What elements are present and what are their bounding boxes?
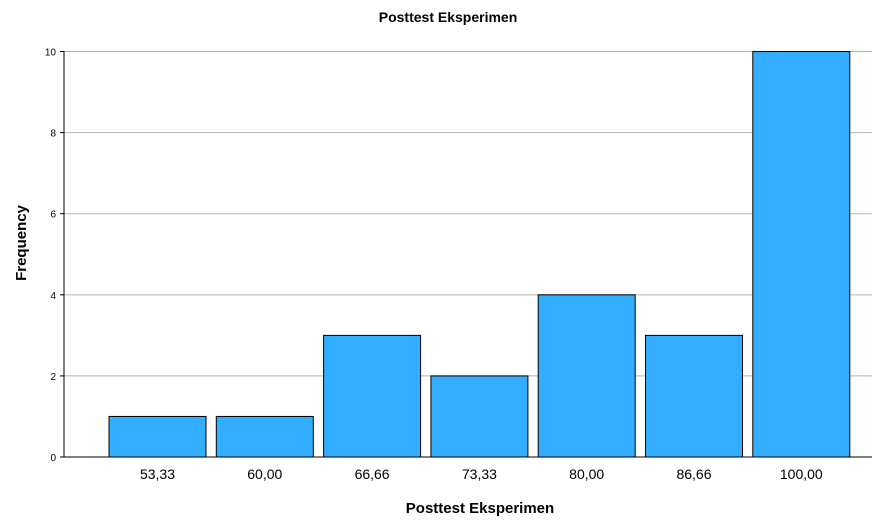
x-tick-label: 100,00: [780, 466, 823, 482]
bar: [537, 294, 636, 458]
y-tick-label: 4: [50, 291, 56, 302]
x-tick-label: 86,66: [676, 466, 711, 482]
y-tick-label: 6: [50, 210, 56, 221]
bar: [752, 51, 851, 458]
x-tick-label: 80,00: [569, 466, 604, 482]
y-tick-label: 0: [50, 453, 56, 464]
y-axis-label: Frequency: [13, 204, 30, 281]
bar: [430, 375, 529, 458]
x-tick-label: 73,33: [462, 466, 497, 482]
bar: [645, 334, 743, 458]
bar: [215, 415, 314, 458]
chart-title: Posttest Eksperimen: [379, 9, 518, 25]
gridlines: [64, 51, 872, 377]
bars: [108, 51, 851, 458]
y-tick-label: 8: [50, 129, 56, 140]
y-tick-label: 2: [50, 372, 56, 383]
x-tick-label: 66,66: [355, 466, 390, 482]
x-tick-label: 60,00: [247, 466, 282, 482]
x-tick-label: 53,33: [140, 466, 175, 482]
x-axis-label: Posttest Eksperimen: [406, 500, 554, 517]
bar: [323, 334, 422, 458]
y-axis-ticks: 0 2 4 6 8 10: [45, 48, 64, 464]
bar: [108, 415, 207, 458]
x-axis-ticks: 53,33 60,00 66,66 73,33 80,00 86,66 100,00: [140, 466, 823, 482]
y-tick-label: 10: [45, 48, 57, 59]
